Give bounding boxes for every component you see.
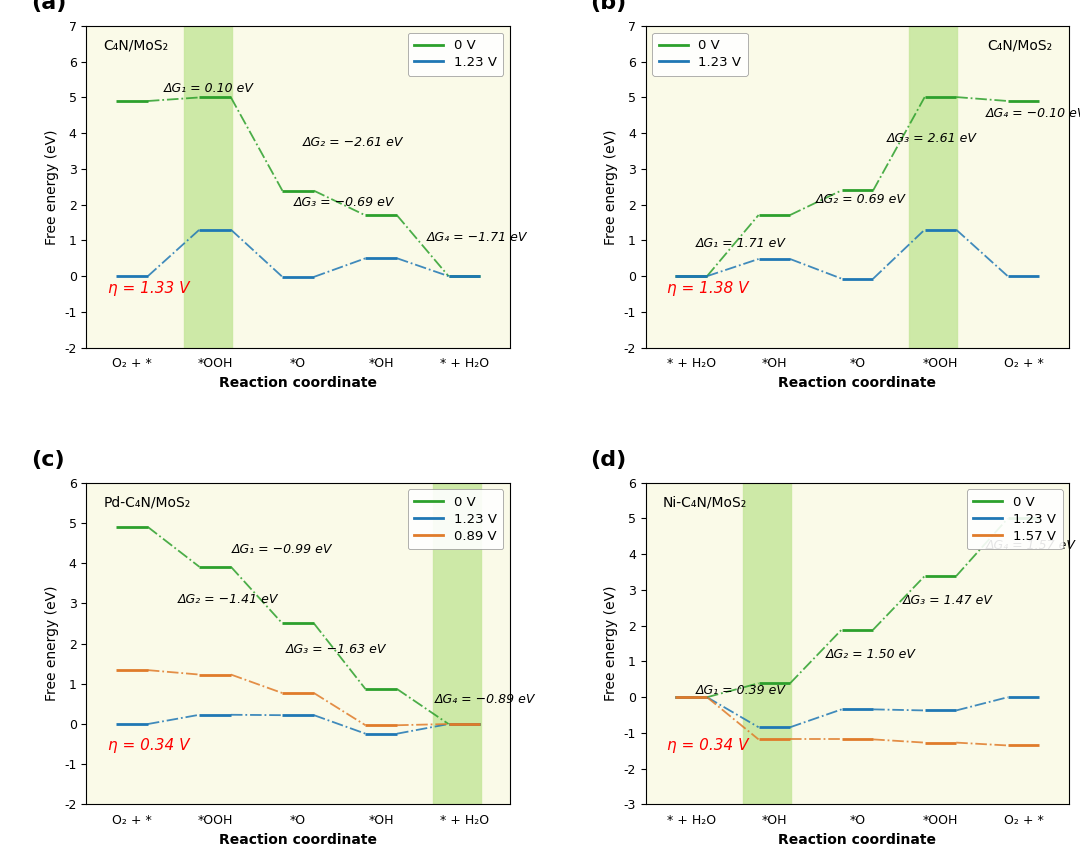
Text: ΔG₁ = 0.10 eV: ΔG₁ = 0.10 eV — [164, 82, 254, 95]
Text: ΔG₁ = 1.71 eV: ΔG₁ = 1.71 eV — [696, 238, 785, 251]
X-axis label: Reaction coordinate: Reaction coordinate — [779, 376, 936, 390]
Text: ΔG₄ = −1.71 eV: ΔG₄ = −1.71 eV — [427, 231, 527, 244]
Bar — [184, 26, 232, 348]
Text: ΔG₂ = −2.61 eV: ΔG₂ = −2.61 eV — [302, 136, 403, 149]
Text: Pd-C₄N/MoS₂: Pd-C₄N/MoS₂ — [104, 496, 190, 509]
Legend: 0 V, 1.23 V, 1.57 V: 0 V, 1.23 V, 1.57 V — [967, 490, 1063, 549]
Bar — [433, 483, 481, 804]
Text: η = 0.34 V: η = 0.34 V — [108, 738, 189, 753]
Text: ΔG₃ = −0.69 eV: ΔG₃ = −0.69 eV — [294, 196, 394, 209]
Text: Ni-C₄N/MoS₂: Ni-C₄N/MoS₂ — [662, 496, 746, 509]
Y-axis label: Free energy (eV): Free energy (eV) — [604, 586, 618, 702]
Text: C₄N/MoS₂: C₄N/MoS₂ — [104, 39, 168, 53]
Text: ΔG₃ = 1.47 eV: ΔG₃ = 1.47 eV — [903, 594, 993, 607]
Legend: 0 V, 1.23 V, 0.89 V: 0 V, 1.23 V, 0.89 V — [407, 490, 503, 549]
Text: ΔG₃ = 2.61 eV: ΔG₃ = 2.61 eV — [887, 132, 976, 145]
Text: ΔG₁ = 0.39 eV: ΔG₁ = 0.39 eV — [696, 684, 785, 697]
Text: ΔG₄ = −0.10 eV: ΔG₄ = −0.10 eV — [986, 107, 1080, 120]
Text: ΔG₁ = −0.99 eV: ΔG₁ = −0.99 eV — [232, 542, 333, 555]
X-axis label: Reaction coordinate: Reaction coordinate — [779, 833, 936, 847]
Text: (c): (c) — [31, 450, 65, 470]
Bar — [909, 26, 957, 348]
X-axis label: Reaction coordinate: Reaction coordinate — [219, 833, 377, 847]
Text: ΔG₂ = 0.69 eV: ΔG₂ = 0.69 eV — [815, 193, 906, 206]
X-axis label: Reaction coordinate: Reaction coordinate — [219, 376, 377, 390]
Text: ΔG₂ = −1.41 eV: ΔG₂ = −1.41 eV — [178, 593, 279, 606]
Text: ΔG₂ = 1.50 eV: ΔG₂ = 1.50 eV — [826, 648, 916, 661]
Y-axis label: Free energy (eV): Free energy (eV) — [44, 129, 58, 245]
Bar — [743, 483, 791, 804]
Y-axis label: Free energy (eV): Free energy (eV) — [44, 586, 58, 702]
Text: (d): (d) — [591, 450, 626, 470]
Text: ΔG₄ = 1.57 eV: ΔG₄ = 1.57 eV — [986, 539, 1076, 552]
Text: η = 1.33 V: η = 1.33 V — [108, 281, 189, 296]
Text: ΔG₃ = −1.63 eV: ΔG₃ = −1.63 eV — [286, 644, 387, 657]
Text: ΔG₄ = −0.89 eV: ΔG₄ = −0.89 eV — [435, 693, 536, 706]
Legend: 0 V, 1.23 V: 0 V, 1.23 V — [652, 33, 748, 76]
Text: C₄N/MoS₂: C₄N/MoS₂ — [987, 39, 1052, 53]
Y-axis label: Free energy (eV): Free energy (eV) — [604, 129, 618, 245]
Text: (b): (b) — [591, 0, 626, 13]
Text: η = 0.34 V: η = 0.34 V — [666, 738, 748, 753]
Legend: 0 V, 1.23 V: 0 V, 1.23 V — [407, 33, 503, 76]
Text: η = 1.38 V: η = 1.38 V — [666, 281, 748, 296]
Text: (a): (a) — [31, 0, 67, 13]
